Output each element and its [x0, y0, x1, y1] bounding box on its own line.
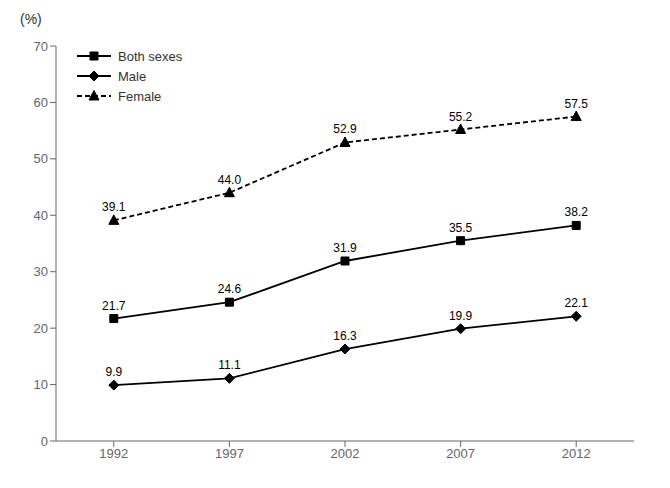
html-text:Both sexes: Both sexes [118, 48, 183, 64]
svg-text:60: 60 [34, 95, 48, 110]
svg-text:30: 30 [34, 264, 48, 279]
svg-text:22.1: 22.1 [565, 296, 589, 310]
svg-text:24.6: 24.6 [218, 282, 242, 296]
svg-text:10: 10 [34, 377, 48, 392]
svg-text:44.0: 44.0 [218, 173, 242, 187]
svg-text:2002: 2002 [331, 446, 360, 461]
html-text:Male: Male [118, 68, 147, 84]
svg-text:2012: 2012 [562, 446, 591, 461]
svg-text:0: 0 [41, 434, 48, 449]
svg-text:50: 50 [34, 151, 48, 166]
svg-text:1997: 1997 [215, 446, 244, 461]
svg-text:11.1: 11.1 [218, 358, 241, 372]
svg-text:1992: 1992 [99, 446, 128, 461]
svg-text:57.5: 57.5 [565, 97, 589, 111]
svg-text:70: 70 [34, 39, 48, 54]
svg-text:21.7: 21.7 [102, 299, 126, 313]
svg-text:38.2: 38.2 [565, 205, 589, 219]
html-text:Female: Female [118, 88, 162, 104]
svg-text:52.9: 52.9 [333, 122, 357, 136]
svg-text:40: 40 [34, 208, 48, 223]
svg-text:20: 20 [34, 321, 48, 336]
svg-text:39.1: 39.1 [102, 200, 126, 214]
svg-text:35.5: 35.5 [449, 221, 473, 235]
svg-text:16.3: 16.3 [333, 329, 357, 343]
svg-text:9.9: 9.9 [105, 365, 122, 379]
svg-text:55.2: 55.2 [449, 110, 473, 124]
svg-text:31.9: 31.9 [333, 241, 357, 255]
svg-text:2007: 2007 [446, 446, 475, 461]
svg-text:19.9: 19.9 [449, 309, 473, 323]
